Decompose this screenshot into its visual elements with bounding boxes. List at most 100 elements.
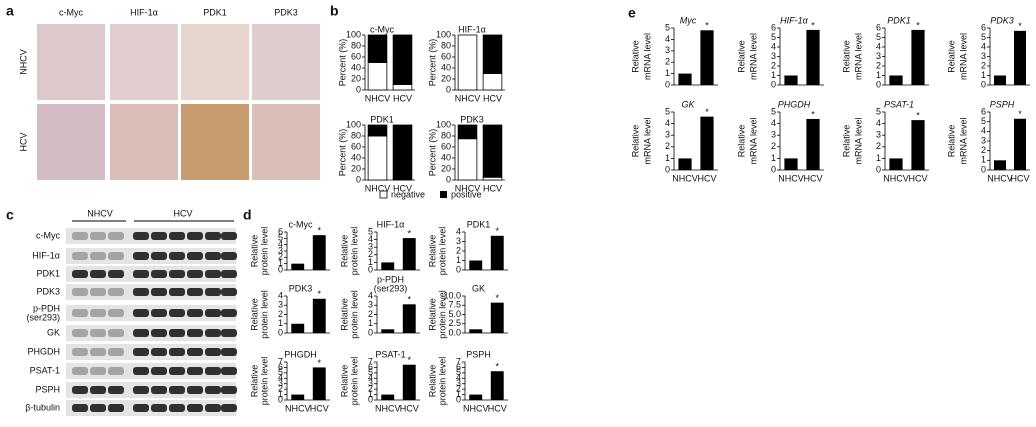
y-tick-label: 1	[771, 70, 776, 80]
blot-band	[90, 288, 106, 296]
bar	[312, 367, 326, 400]
x-tick-label: HCV	[908, 173, 927, 183]
y-tick-label: 1	[876, 153, 881, 163]
blot-band	[205, 329, 221, 337]
y-tick-label: 2	[278, 252, 283, 262]
micrograph	[110, 24, 178, 100]
y-tick-label: 0	[981, 79, 986, 89]
y-tick-label: 60	[351, 51, 361, 61]
annotation: *	[1018, 109, 1022, 119]
chart-title: c-Myc	[289, 219, 313, 229]
x-tick-label: NHCV	[672, 173, 698, 183]
annotation: *	[407, 228, 411, 238]
y-tick-label: 20	[351, 163, 361, 173]
y-tick-label: 5	[771, 106, 776, 116]
y-tick-label: 4	[771, 41, 776, 51]
blot-band	[90, 270, 106, 278]
blot-band	[205, 270, 221, 278]
y-tick-label: 2	[368, 249, 373, 259]
x-tick-label: NHCV	[365, 183, 391, 193]
y-tick-label: 6	[278, 362, 283, 372]
y-tick-label: 0	[771, 79, 776, 89]
y-axis-label: protein level	[259, 357, 269, 406]
blot-band	[72, 232, 88, 240]
bar	[490, 302, 504, 333]
y-axis-label: protein level	[349, 227, 359, 276]
chart-title: GK	[472, 283, 485, 293]
bar	[806, 29, 820, 85]
bar	[469, 260, 483, 270]
blot-band	[133, 270, 149, 278]
x-tick-label: NHCV	[463, 403, 489, 413]
y-tick-label: 0	[356, 174, 361, 184]
row-label: PDK1	[36, 268, 60, 278]
blot-band	[133, 367, 149, 375]
annotation: *	[705, 21, 709, 31]
bar	[402, 304, 416, 333]
y-axis-label: Relative	[946, 40, 956, 73]
y-axis-label: mRNA level	[748, 33, 758, 80]
y-tick-label: 5	[665, 22, 670, 32]
y-tick-label: 20	[441, 73, 451, 83]
y-tick-label: 0	[446, 174, 451, 184]
chart: 012 34 5 Relative mRNA level Myc *	[630, 15, 718, 89]
blot-band	[151, 270, 167, 278]
bar-segment	[367, 124, 388, 137]
y-tick-label: 7.5	[448, 300, 461, 310]
blot-band	[108, 404, 124, 412]
blot-band	[133, 288, 149, 296]
y-tick-label: 2	[771, 60, 776, 70]
bar	[291, 263, 305, 270]
blot-band	[169, 252, 185, 260]
x-tick-label: NHCV	[778, 173, 804, 183]
annotation: *	[811, 109, 815, 119]
blot-band	[169, 232, 185, 240]
row-label: c-Myc	[36, 230, 60, 240]
bar	[381, 262, 395, 270]
bar-segment	[457, 138, 478, 181]
y-tick-label: 6	[456, 362, 461, 372]
bar	[402, 238, 416, 270]
annotation: *	[705, 107, 709, 117]
row-label: PHGDH	[27, 346, 60, 356]
blot-band	[187, 348, 203, 356]
y-tick-label: 3	[278, 300, 283, 310]
y-tick-label: 5	[278, 367, 283, 377]
blot-band	[151, 232, 167, 240]
y-tick-label: 6	[368, 362, 373, 372]
y-tick-label: 3	[665, 45, 670, 55]
y-tick-label: 100	[436, 119, 451, 129]
blot-band	[187, 329, 203, 337]
blot-band	[205, 348, 221, 356]
blot-band	[108, 329, 124, 337]
bar	[889, 158, 903, 170]
y-tick-label: 2	[456, 245, 461, 255]
bar-segment	[457, 34, 478, 91]
y-tick-label: 20	[351, 73, 361, 83]
annotation: *	[495, 226, 499, 236]
y-axis-label: Relative	[339, 298, 349, 331]
blot-band	[72, 270, 88, 278]
bar	[994, 160, 1006, 170]
y-tick-label: 2	[876, 141, 881, 151]
bar-segment	[392, 34, 413, 85]
y-tick-label: 1	[665, 153, 670, 163]
y-tick-label: 2	[771, 141, 776, 151]
bar	[700, 30, 714, 86]
blot-band	[169, 288, 185, 296]
x-tick-label: HCV	[803, 173, 822, 183]
chart-title: PDK3	[289, 283, 313, 293]
blot-band	[108, 288, 124, 296]
row-label: NHCV	[18, 49, 28, 75]
column-label: PDK3	[274, 7, 298, 17]
y-tick-label: 5	[368, 226, 373, 236]
y-tick-label: 3	[456, 236, 461, 246]
y-tick-label: 2	[368, 384, 373, 394]
blot-band	[72, 367, 88, 375]
x-tick-label: NHCV	[375, 403, 401, 413]
